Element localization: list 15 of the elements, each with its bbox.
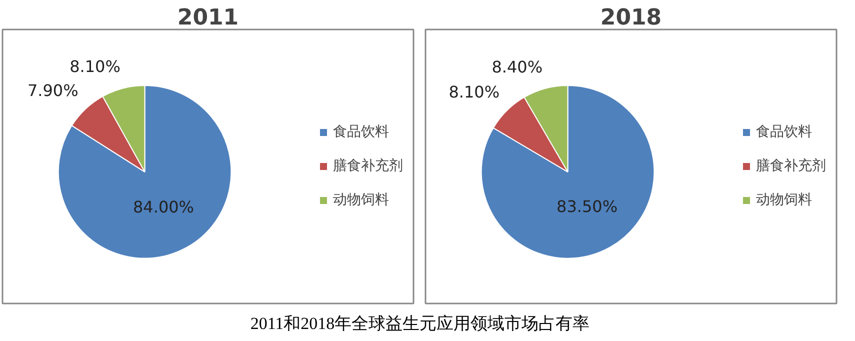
chart-title: 2018 [600,6,662,30]
data-label: 8.40% [492,57,543,76]
legend-label: 食品饮料 [756,123,812,141]
data-label: 8.10% [448,82,500,102]
legend-label: 食品饮料 [333,123,389,141]
data-label: 83.50% [556,196,618,216]
legend-label: 膳食补充剂 [756,157,826,175]
data-label: 8.10% [70,57,120,76]
legend-label: 动物饲料 [333,191,389,209]
data-label: 7.90% [27,80,78,100]
chart-title: 2011 [177,6,239,30]
data-label: 84.00% [133,197,194,216]
text: 2011和2018年全球益生元应用领域市场占有率 [250,313,590,335]
legend-label: 动物饲料 [756,191,812,209]
legend-label: 膳食补充剂 [333,157,403,175]
